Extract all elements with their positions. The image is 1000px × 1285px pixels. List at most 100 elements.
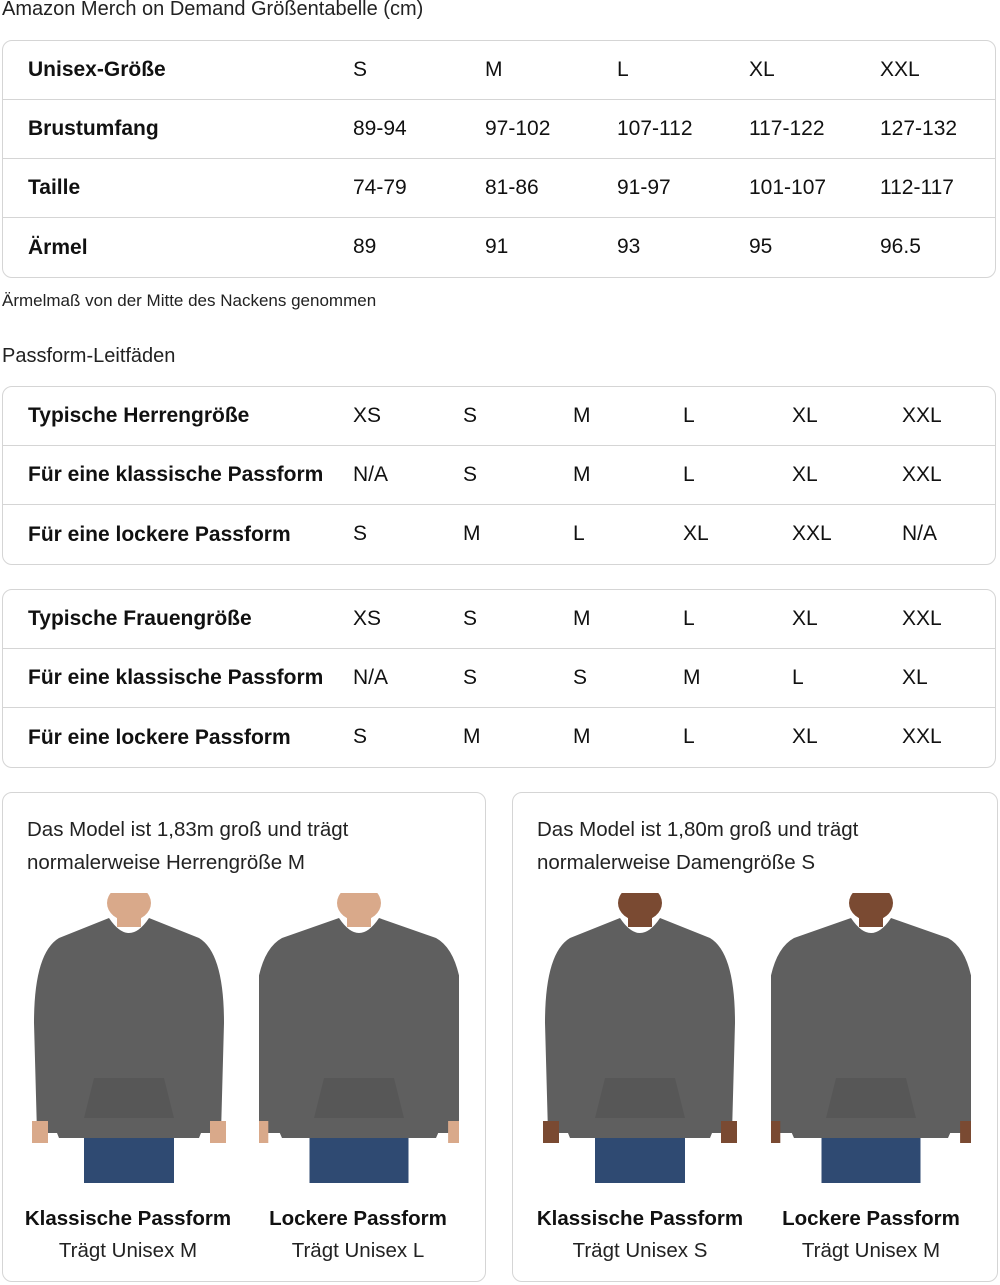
table-row: Taille 74-79 81-86 91-97 101-107 112-117 [3, 159, 995, 218]
table-cell: XS [353, 607, 382, 630]
fit-title: Lockere Passform [782, 1207, 960, 1230]
table-cell: M [683, 666, 701, 689]
table-cell: XXL [902, 725, 942, 748]
hoodie-model-figure [32, 885, 226, 1183]
table-cell: XL [792, 607, 818, 630]
fit-title: Lockere Passform [269, 1207, 447, 1230]
model-description-line: normalerweise Damengröße S [537, 851, 816, 874]
table-cell: 107-112 [617, 117, 693, 140]
row-header: Für eine lockere Passform [28, 725, 291, 749]
women-fit-table: Typische Frauengröße XS S M L XL XXL Für eine k… [2, 589, 996, 768]
table-row: Typische Frauengröße XS S M L XL XXL [3, 590, 995, 649]
table-cell: 101-107 [749, 176, 827, 199]
table-cell: L [573, 522, 585, 545]
row-header: Für eine klassische Passform [28, 463, 324, 486]
model-description: Das Model ist 1,80m groß und trägt normal… [537, 813, 858, 879]
table-cell: XXL [902, 607, 942, 630]
table-cell: XL [792, 404, 818, 427]
table-cell: M [573, 463, 591, 486]
model-description-line: normalerweise Herrengröße M [27, 851, 305, 874]
table-cell: M [573, 404, 591, 427]
table-cell: XL [902, 666, 928, 689]
fit-label: Lockere Passform Trägt Unisex L [243, 1203, 473, 1267]
table-cell: XS [353, 404, 382, 427]
table-cell: M [485, 58, 503, 81]
fit-label: Klassische Passform Trägt Unisex M [13, 1203, 243, 1267]
table-cell: 95 [749, 235, 773, 258]
table-cell: 117-122 [749, 117, 825, 140]
size-chart-title: Amazon Merch on Demand Größentabelle (cm… [2, 0, 424, 20]
table-cell: L [683, 725, 695, 748]
table-row: Brustumfang 89-94 97-102 107-112 117-122 127-… [3, 100, 995, 159]
table-cell: 74-79 [353, 176, 407, 199]
fit-size: Trägt Unisex M [801, 1239, 941, 1262]
table-cell: S [463, 666, 478, 689]
fit-size: Trägt Unisex S [572, 1239, 708, 1262]
table-cell: 89 [353, 235, 377, 258]
row-header: Für eine klassische Passform [28, 666, 324, 689]
table-cell: L [683, 404, 695, 427]
table-cell: 91 [485, 235, 509, 258]
table-cell: 91-97 [617, 176, 671, 199]
table-cell: XXL [880, 58, 920, 81]
men-model-card: Das Model ist 1,83m groß und trägt normal… [2, 792, 486, 1282]
table-row: Für eine lockere Passform S M M L XL XXL [3, 708, 995, 767]
table-cell: N/A [353, 666, 389, 689]
row-header: Taille [28, 176, 81, 199]
model-description-line: Das Model ist 1,80m groß und trägt [537, 818, 859, 841]
table-cell: XL [792, 463, 818, 486]
fit-label: Klassische Passform Trägt Unisex S [525, 1203, 755, 1267]
sleeve-note: Ärmelmaß von der Mitte des Nackens genom… [2, 291, 377, 310]
row-header: Unisex-Größe [28, 58, 166, 81]
fit-size: Trägt Unisex M [58, 1239, 198, 1262]
table-cell: L [683, 607, 695, 630]
table-row: Ärmel 89 91 93 95 96.5 [3, 218, 995, 277]
fit-guide-title: Passform-Leitfäden [2, 345, 176, 367]
table-cell: XL [683, 522, 709, 545]
table-row: Für eine lockere Passform S M L XL XXL N/A [3, 505, 995, 564]
fit-size: Trägt Unisex L [291, 1239, 425, 1262]
women-model-card: Das Model ist 1,80m groß und trägt normal… [512, 792, 998, 1282]
table-cell: XXL [902, 404, 942, 427]
hoodie-model-figure [543, 885, 737, 1183]
table-cell: S [463, 463, 478, 486]
table-row: Für eine klassische Passform N/A S M L XL XXL [3, 446, 995, 505]
fit-label: Lockere Passform Trägt Unisex M [756, 1203, 986, 1267]
table-cell: N/A [353, 463, 389, 486]
row-header: Typische Herrengröße [28, 404, 250, 427]
table-cell: 81-86 [485, 176, 539, 199]
table-cell: S [353, 58, 368, 81]
table-cell: L [792, 666, 804, 689]
model-description-line: Das Model ist 1,83m groß und trägt [27, 818, 349, 841]
model-photo [252, 885, 465, 1183]
table-cell: L [683, 463, 695, 486]
table-cell: L [617, 58, 629, 81]
table-cell: XL [749, 58, 775, 81]
row-header: Für eine lockere Passform [28, 522, 291, 546]
fit-title: Klassische Passform [24, 1207, 232, 1230]
model-photo [540, 885, 740, 1183]
table-cell: M [573, 725, 591, 748]
row-header: Ärmel [28, 235, 88, 259]
table-cell: S [353, 725, 368, 748]
hoodie-model-figure [252, 885, 465, 1183]
table-cell: XXL [792, 522, 832, 545]
table-cell: M [573, 607, 591, 630]
table-cell: XL [792, 725, 818, 748]
table-cell: 127-132 [880, 117, 958, 140]
model-photo [29, 885, 229, 1183]
table-cell: XXL [902, 463, 942, 486]
model-photo [764, 885, 977, 1183]
table-cell: N/A [902, 522, 938, 545]
table-row: Typische Herrengröße XS S M L XL XXL [3, 387, 995, 446]
table-row: Unisex-Größe S M L XL XXL [3, 41, 995, 100]
table-cell: M [463, 725, 481, 748]
model-description: Das Model ist 1,83m groß und trägt normal… [27, 813, 348, 879]
table-cell: S [573, 666, 588, 689]
table-cell: 93 [617, 235, 641, 258]
table-cell: M [463, 522, 481, 545]
table-cell: 96.5 [880, 235, 921, 258]
men-fit-table: Typische Herrengröße XS S M L XL XXL Für eine k… [2, 386, 996, 565]
table-row: Für eine klassische Passform N/A S S M L XL [3, 649, 995, 708]
table-cell: 97-102 [485, 117, 551, 140]
